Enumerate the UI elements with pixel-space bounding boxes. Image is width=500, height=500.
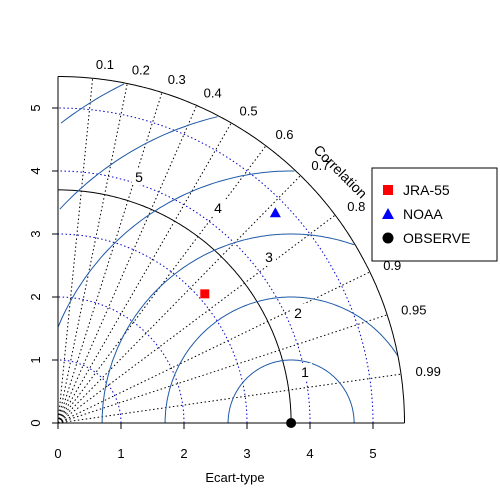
x-tick-label: 3: [243, 446, 250, 461]
grid-layer: 1 2 3 4 5: [57, 78, 402, 424]
sd-arc: [58, 233, 248, 423]
correlation-ray: [57, 83, 128, 424]
sd-arc: [58, 170, 311, 423]
legend-marker: [383, 185, 393, 195]
y-tick-label: 3: [28, 230, 43, 237]
point-observe: [286, 418, 297, 428]
points-layer: [200, 207, 297, 428]
correlation-ray: [57, 78, 94, 424]
sd-arc: [58, 296, 185, 423]
legend: JRA-55 NOAA OBSERVE: [371, 167, 498, 262]
correlation-tick-label: 0.95: [401, 302, 426, 317]
legend-marker: [382, 208, 394, 219]
correlation-ray: [57, 105, 198, 424]
correlation-tick-label: 0.9: [383, 258, 401, 273]
correlation-ray: [57, 314, 388, 424]
outer-arc: [58, 76, 405, 423]
rms-label-bg: [132, 168, 146, 185]
x-axis-label: Ecart-type: [205, 470, 264, 485]
correlation-tick-label: 0.1: [96, 57, 114, 72]
legend-box: [371, 167, 498, 262]
correlation-tick-label: 0.8: [347, 199, 365, 214]
rms-label-bg: [291, 304, 305, 321]
sd-arc: [58, 359, 122, 423]
rms-label-bg: [262, 248, 276, 265]
x-tick-label: 4: [306, 446, 313, 461]
rms-contour: [59, 116, 218, 210]
rms-contour: [57, 170, 295, 327]
rms-contour: [227, 359, 355, 423]
point-jra-55: [200, 289, 210, 299]
y-tick-label: 0: [28, 419, 43, 426]
legend-label: NOAA: [403, 206, 443, 222]
correlation-ray: [57, 122, 232, 424]
correlation-ray: [57, 271, 371, 424]
legend-label: JRA-55: [403, 182, 450, 198]
rms-label: 5: [135, 169, 143, 185]
y-tick-label: 1: [28, 356, 43, 363]
correlation-ray: [57, 214, 336, 424]
sd-arc: [58, 107, 374, 423]
legend-label: OBSERVE: [403, 230, 470, 246]
y-tick-label: 4: [28, 167, 43, 174]
rms-label: 2: [294, 305, 302, 321]
point-noaa: [269, 207, 281, 218]
rms-label: 1: [301, 364, 309, 380]
rms-contour: [164, 296, 399, 423]
x-tick-label: 0: [54, 446, 61, 461]
correlation-tick-label: 0.99: [416, 364, 441, 379]
correlation-tick-label: 0.7: [311, 158, 329, 173]
legend-marker: [382, 232, 394, 244]
rms-label-bg: [298, 363, 312, 380]
x-tick-label: 1: [117, 446, 124, 461]
correlation-tick-label: 0.4: [204, 85, 222, 100]
rms-label: 3: [265, 249, 273, 265]
correlation-ray: [57, 373, 402, 424]
correlation-tick-label: 0.2: [132, 63, 150, 78]
x-tick-label: 2: [180, 446, 187, 461]
correlation-tick-label: 0.6: [275, 127, 293, 142]
reference-sd-arc: [58, 189, 292, 423]
y-tick-label: 2: [28, 293, 43, 300]
rms-label-bg: [211, 199, 225, 216]
correlation-ray: [57, 92, 163, 424]
correlation-tick-label: 0.5: [240, 103, 258, 118]
y-tick-label: 5: [28, 104, 43, 111]
correlation-ray: [57, 175, 301, 424]
rms-contour: [101, 233, 355, 423]
rms-label: 4: [214, 200, 222, 216]
x-tick-label: 5: [369, 446, 376, 461]
correlation-tick-label: 0.3: [168, 72, 186, 87]
rms-contour: [60, 83, 125, 124]
